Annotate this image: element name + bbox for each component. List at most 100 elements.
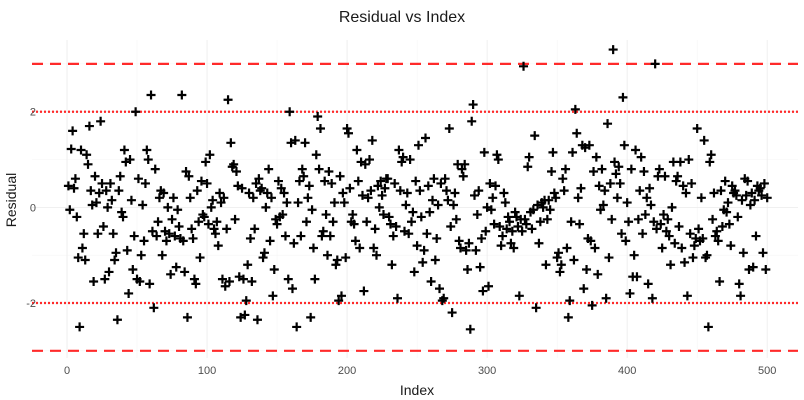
data-point (530, 131, 540, 141)
data-point (435, 284, 445, 294)
data-point (348, 210, 358, 220)
data-point (449, 200, 459, 210)
data-point (163, 202, 173, 212)
grid (32, 40, 798, 358)
chart-title: Residual vs Index (339, 9, 465, 26)
data-point (708, 214, 718, 224)
data-point (336, 291, 346, 301)
data-point (680, 257, 690, 267)
data-point (528, 205, 538, 215)
data-point (216, 198, 226, 208)
data-point (502, 224, 512, 234)
data-point (731, 190, 741, 200)
data-point (558, 174, 568, 184)
data-point (751, 231, 761, 241)
data-point (505, 217, 515, 227)
data-point (684, 155, 694, 165)
data-point (65, 205, 75, 215)
data-point (339, 198, 349, 208)
data-point (645, 183, 655, 193)
data-point (636, 152, 646, 162)
data-point (290, 135, 300, 145)
data-point (159, 188, 169, 198)
data-point (724, 219, 734, 229)
data-point (301, 217, 311, 227)
data-point (489, 219, 499, 229)
data-point (254, 174, 264, 184)
data-point (458, 171, 468, 181)
data-point (318, 226, 328, 236)
data-point (315, 123, 325, 133)
data-point (335, 171, 345, 181)
data-point (584, 140, 594, 150)
data-point (177, 90, 187, 100)
data-point (549, 188, 559, 198)
data-point (647, 293, 657, 303)
data-point (757, 190, 767, 200)
data-point (696, 193, 706, 203)
data-point (412, 241, 422, 251)
data-point (307, 205, 317, 215)
data-point (230, 214, 240, 224)
data-point (706, 150, 716, 160)
data-point (252, 315, 262, 325)
data-point (287, 284, 297, 294)
data-point (334, 296, 344, 306)
data-point (730, 186, 740, 196)
data-point (554, 248, 564, 258)
data-point (566, 217, 576, 227)
data-point (472, 210, 482, 220)
data-point (332, 255, 342, 265)
data-point (161, 236, 171, 246)
data-point (405, 155, 415, 165)
data-point (503, 212, 513, 222)
data-point (338, 188, 348, 198)
data-point (673, 171, 683, 181)
data-point (206, 202, 216, 212)
data-point (586, 236, 596, 246)
data-point (421, 133, 431, 143)
y-tick-label: 0 (30, 202, 36, 214)
data-point (619, 140, 629, 150)
data-point (205, 150, 215, 160)
data-point (324, 167, 334, 177)
data-point (237, 183, 247, 193)
data-point (100, 274, 110, 284)
data-point (488, 193, 498, 203)
data-point (748, 262, 758, 272)
data-point (184, 171, 194, 181)
x-tick-label: 100 (198, 365, 216, 377)
data-point (231, 167, 241, 177)
data-point (654, 164, 664, 174)
data-point (622, 198, 632, 208)
data-point (108, 229, 118, 239)
data-point (465, 324, 475, 334)
data-point (66, 144, 76, 154)
data-point (611, 169, 621, 179)
data-point (212, 217, 222, 227)
data-point (570, 104, 580, 114)
data-point (527, 224, 537, 234)
data-point (705, 157, 715, 167)
data-point (94, 188, 104, 198)
data-point (374, 202, 384, 212)
data-point (101, 186, 111, 196)
data-point (671, 176, 681, 186)
data-point (222, 224, 232, 234)
data-point (470, 190, 480, 200)
data-point (122, 245, 132, 255)
data-point (104, 267, 114, 277)
data-point (244, 188, 254, 198)
data-point (433, 200, 443, 210)
data-point (415, 186, 425, 196)
data-point (262, 188, 272, 198)
x-tick-label: 300 (478, 365, 496, 377)
data-point (220, 281, 230, 291)
data-point (226, 138, 236, 148)
data-point (82, 150, 92, 160)
data-point (552, 253, 562, 263)
data-point (363, 193, 373, 203)
data-point (640, 210, 650, 220)
data-point (710, 231, 720, 241)
data-point (140, 178, 150, 188)
